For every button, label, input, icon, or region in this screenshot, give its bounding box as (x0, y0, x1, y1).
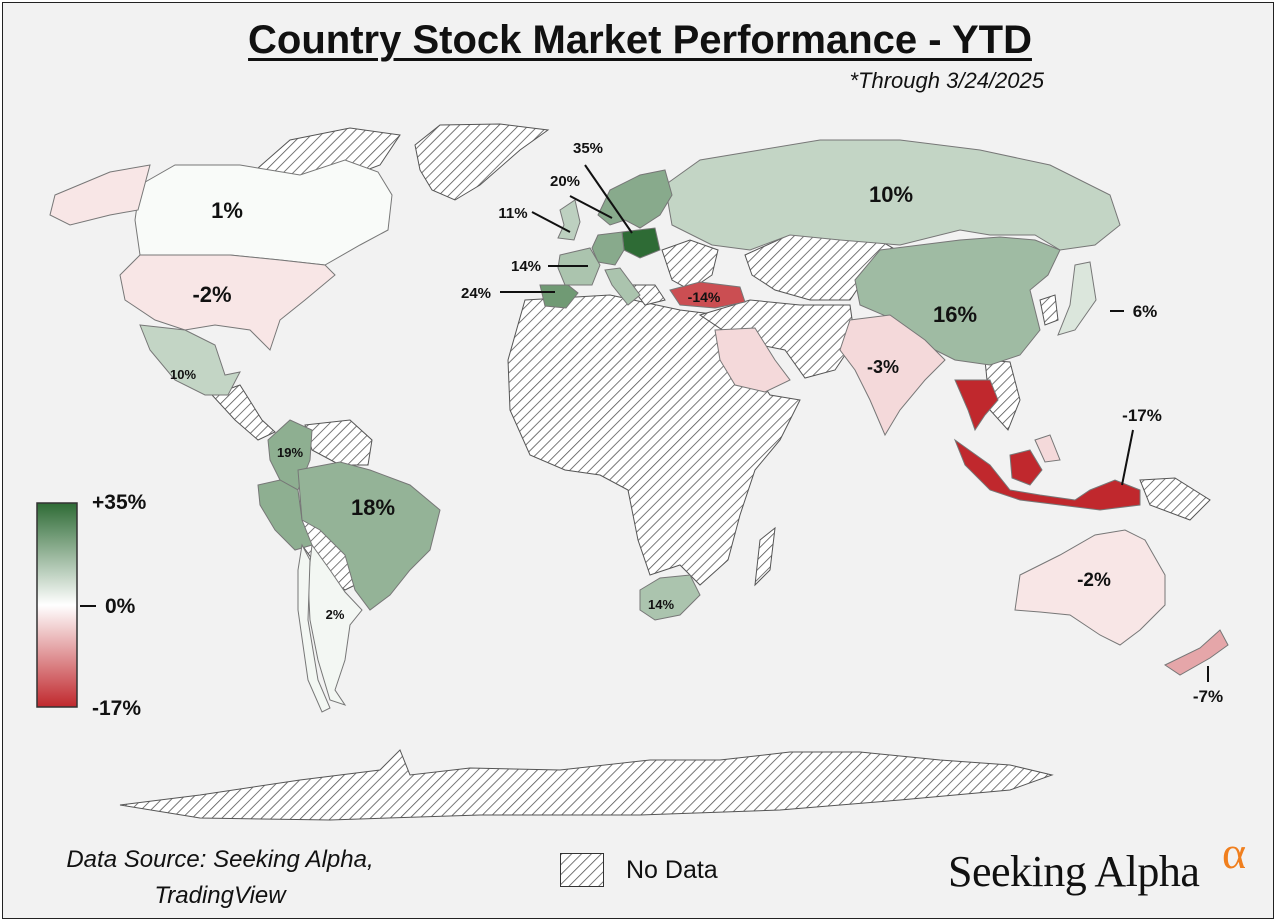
country-turkey (669, 281, 746, 309)
country-labels: 1% -2% 10% 19% 18% 2% 10% 35% 20% 11% 14… (170, 140, 1223, 706)
madagascar-region (754, 526, 776, 587)
country-new-zealand (1163, 629, 1229, 676)
label-indonesia: -17% (1122, 406, 1162, 425)
label-canada: 1% (211, 198, 243, 223)
brand-logo: Seeking Alpha (948, 847, 1200, 896)
label-russia: 10% (869, 182, 913, 207)
papua-region (1139, 477, 1211, 521)
country-saudi-arabia (714, 327, 791, 393)
no-data-label: No Data (626, 856, 718, 884)
country-borneo (1009, 449, 1043, 486)
label-china: 16% (933, 302, 977, 327)
scale-mid-label: 0% (105, 595, 136, 618)
label-new-zealand: -7% (1193, 687, 1223, 706)
country-thailand (954, 379, 999, 432)
country-united-states (119, 254, 336, 351)
venezuela-region (304, 419, 373, 466)
brand-alpha-mark: α (1222, 827, 1247, 878)
country-poland (621, 227, 661, 259)
label-australia: -2% (1077, 570, 1111, 591)
date-subtitle: *Through 3/24/2025 (849, 68, 1045, 93)
label-france: 14% (511, 258, 541, 275)
page-title: Country Stock Market Performance - YTD (248, 18, 1032, 62)
label-japan: 6% (1133, 302, 1158, 321)
label-spain: 24% (461, 285, 491, 302)
country-spain (539, 284, 579, 309)
no-data-swatch (560, 853, 604, 887)
country-brazil (297, 461, 441, 611)
label-germany: 20% (550, 173, 580, 190)
label-brazil: 18% (351, 495, 395, 520)
country-argentina (307, 543, 363, 706)
country-scandinavia (597, 169, 673, 229)
color-scale-bar (36, 502, 78, 708)
country-chile (297, 543, 331, 713)
leader-lines (80, 164, 1209, 682)
central-america-region (211, 384, 276, 441)
country-indonesia (953, 438, 1141, 511)
scale-min-label: -17% (92, 697, 142, 720)
eastern-europe-region (661, 239, 719, 291)
country-canada (134, 159, 393, 266)
antarctica-region (119, 749, 1054, 821)
data-source: Data Source: Seeking Alpha, TradingView (66, 846, 374, 909)
label-united-kingdom: 11% (498, 205, 527, 222)
country-japan (1057, 261, 1097, 336)
country-australia (1014, 529, 1166, 646)
country-united-kingdom (557, 199, 581, 241)
korea-region (1039, 294, 1059, 326)
label-turkey: -14% (688, 289, 721, 305)
greenland-region (414, 123, 550, 201)
country-mexico (139, 324, 241, 396)
balkans-region (629, 284, 666, 306)
country-italy (604, 267, 641, 306)
countries-layer (49, 139, 1229, 713)
country-india (839, 314, 946, 437)
label-colombia: 19% (277, 445, 303, 460)
label-india: -3% (867, 357, 899, 377)
scale-max-label: +35% (92, 491, 147, 514)
label-argentina: 2% (326, 607, 345, 622)
label-united-states: -2% (192, 282, 231, 307)
country-germany (591, 231, 625, 266)
country-philippines (1034, 434, 1061, 463)
country-alaska-us (49, 164, 151, 226)
label-poland: 35% (573, 140, 603, 157)
label-mexico: 10% (170, 367, 196, 382)
label-south-africa: 14% (648, 597, 674, 612)
country-south-africa (639, 574, 701, 621)
